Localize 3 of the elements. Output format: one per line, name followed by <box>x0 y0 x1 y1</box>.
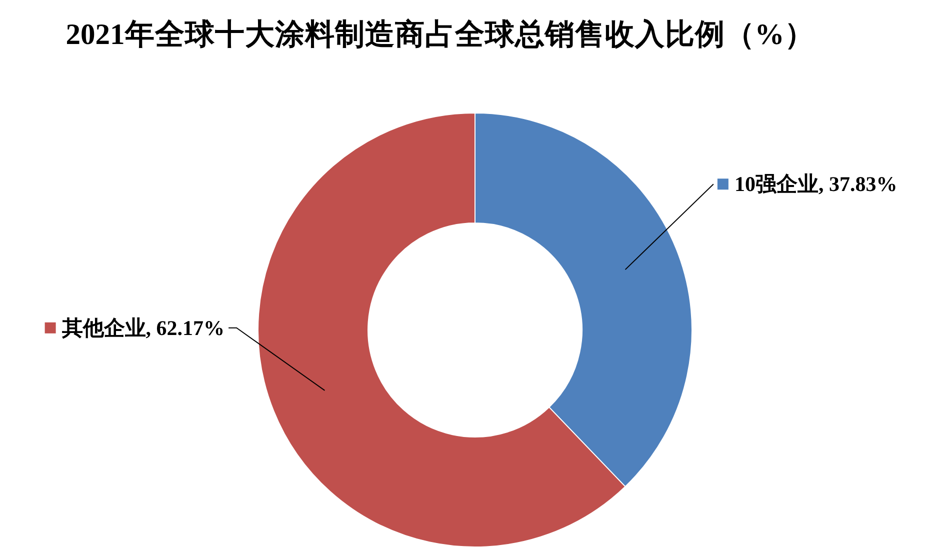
legend-label: 其他企业, 62.17% <box>60 316 225 340</box>
legend-label: 10强企业, 37.83% <box>734 172 898 196</box>
chart-title: 2021年全球十大涂料制造商占全球总销售收入比例（%） <box>64 18 816 53</box>
